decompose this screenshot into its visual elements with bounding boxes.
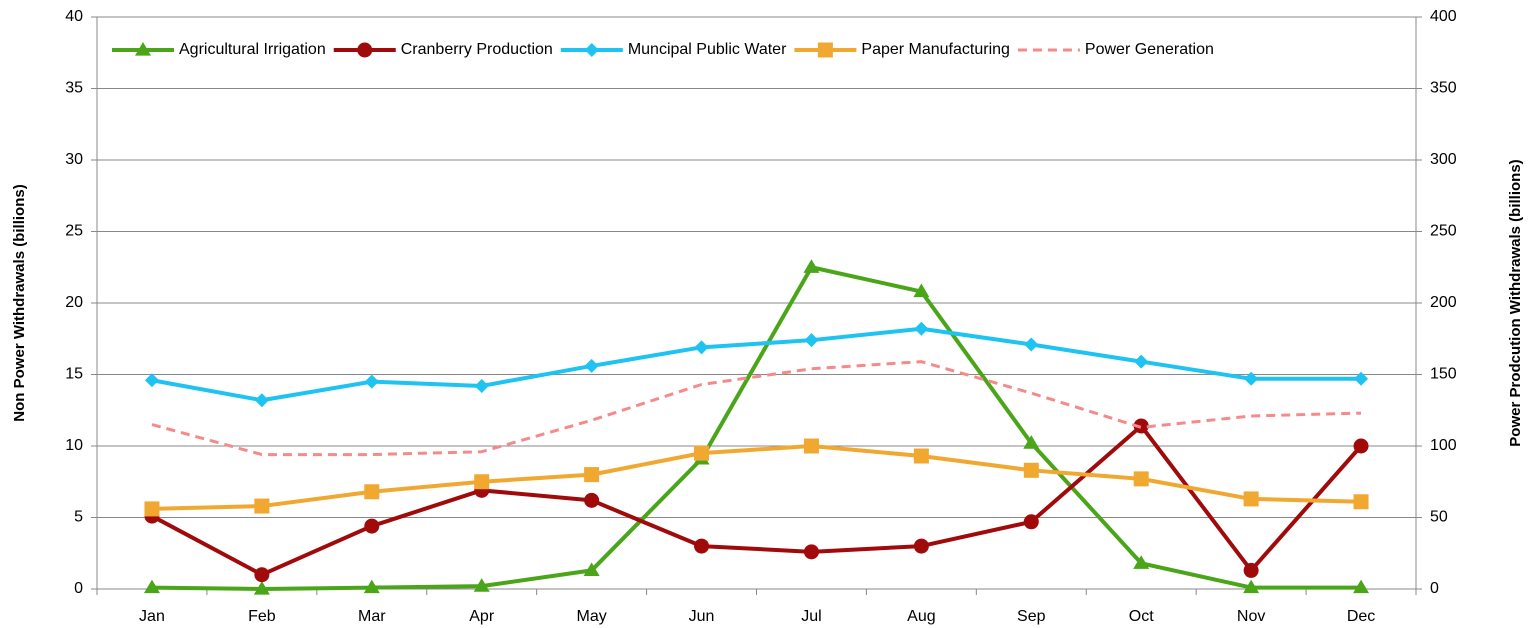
y-tick-label: 30 — [65, 151, 83, 168]
x-tick-label: Aug — [907, 608, 935, 625]
marker — [1353, 438, 1369, 454]
x-tick-label: Jan — [139, 608, 165, 625]
marker — [804, 333, 819, 348]
marker — [584, 358, 599, 373]
marker — [1353, 579, 1370, 594]
marker — [144, 501, 160, 517]
legend-marker — [135, 42, 151, 56]
series-line — [151, 326, 1362, 403]
marker — [254, 498, 270, 514]
x-tick-label: Oct — [1129, 608, 1154, 625]
marker — [914, 321, 929, 336]
marker — [1353, 494, 1369, 510]
marker — [474, 378, 489, 393]
x-tick-label: Nov — [1237, 608, 1265, 625]
legend-label: Paper Manufacturing — [861, 41, 1010, 58]
legend-label: Agricultural Irrigation — [179, 41, 326, 58]
y-tick-label: 35 — [65, 80, 83, 97]
marker — [694, 445, 710, 461]
x-tick-label: Jun — [689, 608, 715, 625]
legend-label: Cranberry Production — [401, 41, 553, 58]
x-tick-label: Dec — [1347, 608, 1375, 625]
marker — [584, 492, 600, 508]
y2-tick-label: 150 — [1430, 366, 1457, 383]
y-tick-label: 25 — [65, 223, 83, 240]
y2-tick-label: 50 — [1430, 509, 1448, 526]
series-line — [151, 423, 1363, 577]
series-line — [151, 360, 1362, 457]
y2-tick-label: 300 — [1430, 151, 1457, 168]
marker — [584, 467, 600, 483]
y-tick-label: 40 — [65, 8, 83, 25]
marker — [1133, 471, 1149, 487]
marker — [913, 448, 929, 464]
y2-tick-label: 350 — [1430, 80, 1457, 97]
y-tick-label: 20 — [65, 294, 83, 311]
y2-tick-label: 100 — [1430, 437, 1457, 454]
legend-label: Muncipal Public Water — [628, 41, 787, 58]
marker — [143, 579, 160, 594]
series-line — [151, 444, 1362, 511]
marker — [913, 538, 929, 554]
marker — [253, 581, 270, 595]
legend-label: Power Generation — [1085, 41, 1214, 58]
marker — [1243, 491, 1259, 507]
series-line — [151, 265, 1362, 591]
legend-marker — [817, 42, 833, 58]
marker — [803, 259, 820, 273]
x-tick-label: May — [577, 608, 607, 625]
marker — [364, 374, 379, 389]
y-tick-label: 0 — [74, 580, 83, 597]
marker — [694, 538, 710, 554]
marker — [363, 579, 380, 594]
y2-tick-label: 250 — [1430, 223, 1457, 240]
marker — [1354, 371, 1369, 386]
x-tick-label: Jul — [801, 608, 821, 625]
marker — [1023, 435, 1040, 449]
marker — [1024, 337, 1039, 352]
marker — [803, 438, 819, 454]
x-tick-label: Feb — [248, 608, 276, 625]
y2-tick-label: 400 — [1430, 8, 1457, 25]
y2-tick-label: 200 — [1430, 294, 1457, 311]
marker — [474, 474, 490, 490]
marker — [1244, 371, 1259, 386]
marker — [1134, 354, 1149, 369]
y-tick-label: 15 — [65, 366, 83, 383]
y2-tick-label: 0 — [1430, 580, 1439, 597]
marker — [583, 562, 600, 577]
marker — [364, 484, 380, 500]
x-tick-label: Sep — [1017, 608, 1046, 625]
legend-marker — [357, 42, 373, 58]
marker — [1243, 579, 1260, 594]
marker — [913, 283, 930, 298]
marker — [254, 393, 269, 408]
marker — [1243, 562, 1259, 578]
y-axis-label: Non Power Withdrawals (billions) — [11, 184, 28, 421]
marker — [473, 578, 490, 592]
y2-axis-label: Power Prodcution Withdrawals (billions) — [1507, 159, 1524, 446]
marker — [1023, 462, 1039, 478]
marker — [144, 373, 159, 388]
legend-marker — [584, 43, 599, 57]
marker — [1023, 514, 1039, 530]
marker — [803, 544, 819, 560]
y-tick-label: 5 — [74, 509, 83, 526]
marker — [254, 567, 270, 583]
x-tick-label: Mar — [358, 608, 386, 625]
marker — [694, 340, 709, 355]
marker — [1133, 555, 1150, 569]
y-tick-label: 10 — [65, 437, 83, 454]
x-tick-label: Apr — [469, 608, 495, 625]
marker — [364, 518, 380, 534]
